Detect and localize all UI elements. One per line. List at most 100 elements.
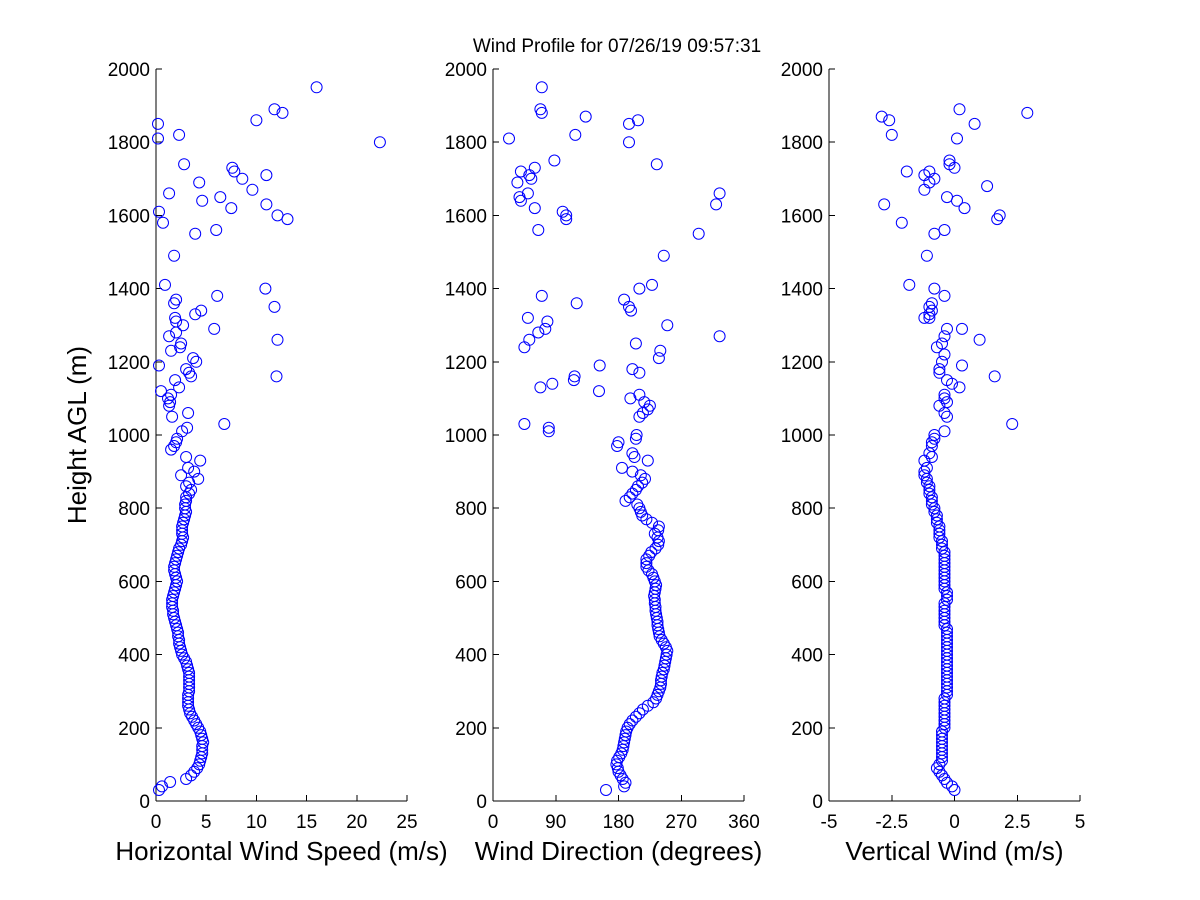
data-point: [170, 293, 183, 306]
data-point: [173, 381, 186, 394]
data-point: [933, 758, 946, 771]
data-point: [938, 224, 951, 236]
data-point: [236, 172, 249, 185]
data-point: [918, 469, 931, 482]
data-point: [951, 132, 963, 145]
data-point: [168, 249, 181, 262]
data-point: [646, 278, 658, 291]
data-point: [534, 103, 547, 116]
data-point: [928, 502, 941, 515]
data-point: [541, 315, 554, 328]
data-point: [923, 300, 936, 313]
x-tick-label: 5: [1075, 812, 1086, 833]
y-tick-label: 800: [791, 499, 823, 520]
data-point: [153, 784, 165, 796]
data-point: [652, 524, 665, 537]
data-point: [883, 114, 896, 127]
data-point: [535, 81, 548, 94]
data-point: [619, 494, 632, 507]
y-tick-label: 2000: [108, 60, 150, 81]
data-point: [579, 110, 592, 123]
y-tick-label: 1000: [781, 426, 823, 447]
data-point: [518, 418, 531, 430]
y-tick-label: 400: [118, 646, 150, 667]
data-point: [225, 202, 238, 215]
y-tick-label: 1600: [445, 206, 487, 227]
data-point: [187, 352, 200, 365]
data-point: [626, 447, 639, 460]
data-point: [661, 319, 674, 332]
y-axis-label: Height AGL (m): [62, 346, 92, 524]
data-point: [195, 304, 208, 317]
chart-panel-1: 0 200 400 600 800 1000 1200 1400 1600 1800 2000 0 5 1…: [108, 60, 448, 866]
data-point: [560, 213, 573, 226]
data-point: [182, 407, 195, 419]
data-point: [626, 714, 639, 727]
data-point: [634, 469, 647, 482]
data-point: [991, 213, 1004, 226]
data-point: [152, 117, 164, 130]
data-point: [618, 293, 631, 306]
data-point: [189, 227, 202, 240]
y-tick-label: 600: [791, 572, 823, 593]
data-point: [523, 333, 536, 346]
data-point: [657, 249, 670, 262]
data-point: [626, 363, 639, 376]
y-tick-label: 0: [476, 792, 487, 813]
data-point: [973, 333, 986, 346]
data-point: [981, 180, 994, 193]
data-point: [196, 194, 209, 207]
data-point: [640, 557, 653, 570]
data-point: [181, 421, 194, 434]
data-point: [941, 396, 953, 409]
data-point: [938, 388, 951, 401]
data-point: [645, 546, 658, 559]
y-tick-label: 1400: [781, 280, 823, 301]
x-tick-label: -2.5: [875, 812, 908, 833]
data-point: [655, 674, 667, 687]
data-point: [1021, 106, 1034, 119]
data-point: [660, 648, 673, 661]
data-point: [210, 224, 223, 236]
data-point: [166, 410, 179, 423]
x-tick-label: 5: [201, 812, 212, 833]
data-point: [938, 289, 951, 302]
data-point: [938, 696, 951, 709]
y-tick-label: 2000: [445, 60, 487, 81]
data-point: [956, 322, 968, 335]
data-point: [938, 546, 951, 559]
x-tick-label: 20: [346, 812, 367, 833]
data-point: [157, 216, 169, 229]
data-point: [878, 198, 891, 211]
data-point: [641, 454, 654, 467]
data-point: [938, 348, 951, 361]
data-point: [956, 359, 968, 372]
data-point: [941, 191, 953, 204]
data-point: [928, 282, 941, 295]
data-point: [521, 311, 534, 324]
data-point: [183, 366, 196, 379]
data-point: [260, 198, 273, 211]
data-point: [923, 447, 936, 460]
data-point: [632, 480, 644, 493]
chart-panel-2: 0 200 400 600 800 1000 1200 1400 1600 1800 2000 0 90…: [445, 60, 763, 866]
data-point: [925, 440, 938, 452]
data-point: [153, 359, 165, 372]
data-point: [152, 132, 164, 145]
data-point: [936, 542, 948, 555]
data-point: [192, 472, 205, 485]
data-point: [546, 377, 559, 390]
x-tick-label: 90: [545, 812, 566, 833]
data-point: [930, 509, 943, 522]
chart-panel-3: 0 200 400 600 800 1000 1200 1400 1600 1800 2000 -5 -…: [781, 60, 1086, 866]
data-point: [933, 363, 946, 376]
data-point: [542, 425, 555, 438]
data-point: [180, 480, 193, 493]
data-point: [930, 513, 943, 526]
y-tick-label: 1200: [781, 353, 823, 374]
y-tick-label: 200: [118, 719, 150, 740]
x-tick-label: 15: [296, 812, 317, 833]
y-tick-label: 1600: [781, 206, 823, 227]
x-tick-label: 2.5: [1004, 812, 1030, 833]
data-point: [923, 480, 936, 493]
